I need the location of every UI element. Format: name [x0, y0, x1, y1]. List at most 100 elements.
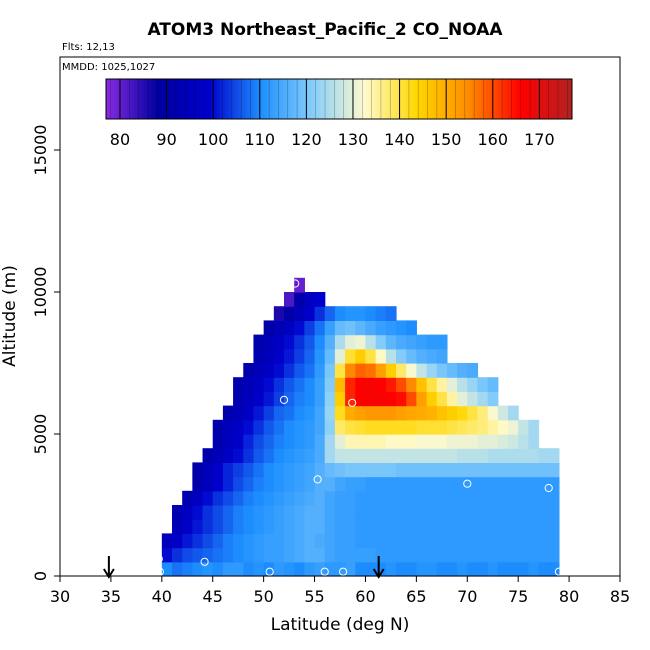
heatmap-cell: [304, 419, 316, 435]
heatmap-cell: [548, 448, 560, 463]
heatmap-cell: [334, 377, 346, 392]
heatmap-cell: [263, 533, 275, 549]
heatmap-cell: [528, 448, 540, 463]
colorbar-tick-label: 140: [384, 130, 415, 149]
heatmap-cell: [263, 334, 275, 350]
heatmap-cell: [192, 462, 204, 478]
heatmap-cell: [538, 519, 550, 534]
heatmap-cell: [273, 434, 285, 449]
heatmap-cell: [345, 434, 356, 449]
heatmap-cell: [314, 292, 326, 307]
heatmap-cell: [436, 434, 448, 449]
colorbar-tick-label: 90: [156, 130, 176, 149]
heatmap-cell: [345, 476, 356, 492]
heatmap-cell: [273, 377, 285, 392]
heatmap-cell: [324, 505, 336, 520]
heatmap-cell: [212, 448, 224, 463]
heatmap-cell: [446, 405, 458, 421]
heatmap-cell: [518, 533, 529, 549]
x-tick-label: 60: [355, 587, 375, 606]
heatmap-cell: [487, 533, 499, 549]
heatmap-cell: [375, 306, 387, 321]
heatmap-cell: [416, 448, 428, 463]
heatmap-cell: [385, 306, 397, 321]
x-tick-label: 85: [610, 587, 630, 606]
heatmap-cell: [416, 533, 428, 549]
heatmap-cell: [497, 505, 509, 520]
heatmap-cell: [345, 533, 356, 549]
heatmap-cell: [192, 505, 204, 520]
flight-arrow: [103, 556, 115, 579]
heatmap-cell: [355, 490, 367, 506]
heatmap-cell: [497, 519, 509, 534]
heatmap-cell: [222, 519, 234, 534]
heatmap-cell: [426, 533, 438, 549]
y-tick-label: 0: [31, 571, 50, 581]
heatmap-cell: [375, 363, 387, 378]
heatmap-cell: [396, 476, 407, 492]
heatmap-cell: [457, 533, 468, 549]
heatmap-cell: [324, 377, 336, 392]
heatmap-cell: [222, 448, 234, 463]
heatmap-cell: [508, 519, 519, 534]
heatmap-cell: [457, 519, 468, 534]
heatmap-cell: [345, 519, 356, 534]
heatmap-cell: [416, 505, 428, 520]
heatmap-cell: [294, 490, 305, 506]
heatmap-cell: [497, 419, 509, 435]
heatmap-cell: [253, 405, 265, 421]
heatmap-cell: [385, 448, 397, 463]
heatmap-cell: [406, 519, 417, 534]
heatmap-cell: [243, 505, 255, 520]
heatmap-cell: [446, 519, 458, 534]
heatmap-cell: [284, 377, 295, 392]
heatmap-cell: [273, 476, 285, 492]
heatmap-cell: [406, 434, 417, 449]
heatmap-cell: [396, 320, 407, 336]
heatmap-cell: [345, 505, 356, 520]
heatmap-cell: [406, 533, 417, 549]
heatmap-cell: [243, 547, 255, 563]
heatmap-cell: [538, 448, 550, 463]
heatmap-cell: [263, 405, 275, 421]
heatmap-cell: [273, 306, 285, 321]
heatmap-cell: [436, 490, 448, 506]
heatmap-cell: [304, 533, 316, 549]
heatmap-cell: [233, 519, 244, 534]
heatmap-cell: [334, 490, 346, 506]
heatmap-cell: [202, 448, 214, 463]
heatmap-cell: [304, 561, 316, 577]
heatmap-cell: [477, 561, 489, 577]
heatmap-cell: [477, 405, 489, 421]
heatmap-cell: [355, 320, 367, 336]
heatmap-cell: [375, 434, 387, 449]
heatmap-cell: [314, 434, 326, 449]
heatmap-cell: [457, 505, 468, 520]
heatmap-cell: [365, 334, 377, 350]
heatmap-cell: [324, 448, 336, 463]
heatmap-cell: [467, 448, 479, 463]
heatmap-cell: [222, 419, 234, 435]
heatmap-cell: [212, 505, 224, 520]
flights-label: Flts: 12,13: [62, 42, 115, 53]
heatmap-cell: [375, 419, 387, 435]
heatmap-cell: [304, 476, 316, 492]
heatmap-cell: [457, 391, 468, 407]
heatmap-cell: [263, 391, 275, 407]
heatmap-cell: [243, 462, 255, 478]
heatmap-cell: [446, 434, 458, 449]
heatmap-cell: [263, 363, 275, 378]
heatmap-cell: [314, 490, 326, 506]
heatmap-cell: [477, 505, 489, 520]
heatmap-cell: [406, 419, 417, 435]
y-tick-label: 5000: [31, 414, 50, 455]
heatmap-cell: [172, 533, 183, 549]
heatmap-cell: [273, 363, 285, 378]
heatmap-cell: [385, 462, 397, 478]
heatmap-cell: [508, 561, 519, 577]
heatmap-cell: [324, 348, 336, 364]
heatmap-cell: [253, 448, 265, 463]
heatmap-cell: [334, 448, 346, 463]
heatmap-cell: [182, 561, 193, 577]
heatmap-cell: [284, 533, 295, 549]
